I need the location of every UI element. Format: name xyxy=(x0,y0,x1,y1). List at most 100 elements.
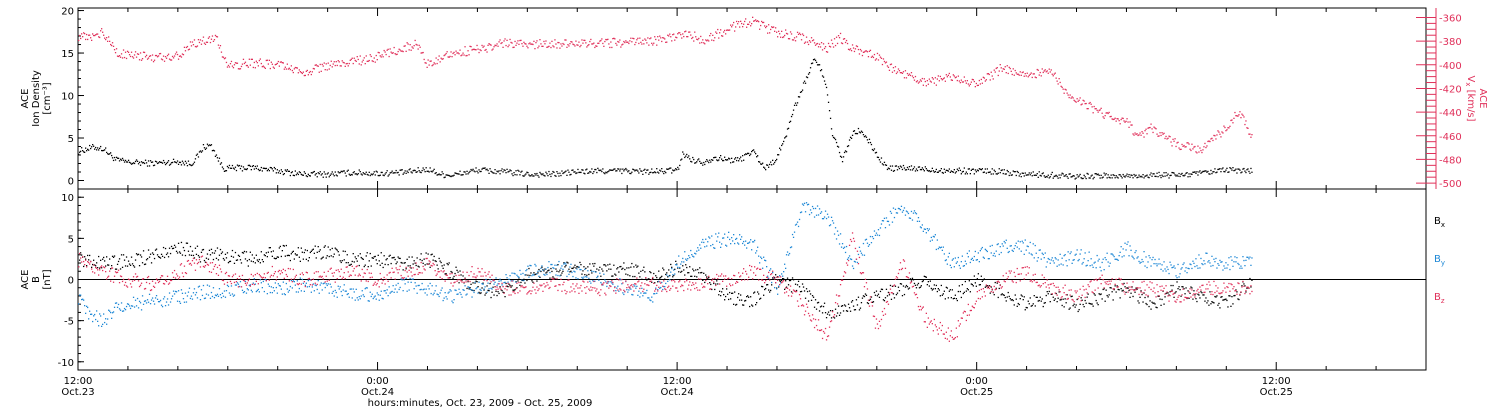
data-point xyxy=(816,205,819,207)
data-point xyxy=(735,238,737,240)
data-point xyxy=(830,128,833,130)
data-point xyxy=(1211,255,1213,257)
data-point xyxy=(112,256,115,258)
data-point xyxy=(1086,108,1088,110)
data-point xyxy=(802,204,805,206)
data-point xyxy=(149,253,152,255)
data-point xyxy=(98,149,100,151)
data-point xyxy=(84,256,86,258)
data-point xyxy=(99,147,101,149)
data-point xyxy=(676,169,678,171)
data-point xyxy=(1195,151,1197,153)
data-point xyxy=(753,241,755,243)
data-point xyxy=(645,172,647,174)
data-point xyxy=(601,268,603,270)
data-point xyxy=(492,286,494,288)
data-point xyxy=(628,289,630,291)
data-point xyxy=(1241,267,1243,269)
data-point xyxy=(871,236,874,238)
data-point xyxy=(920,169,922,171)
data-point xyxy=(607,38,609,40)
data-point xyxy=(349,264,351,266)
y-tick-label: -10 xyxy=(58,358,74,369)
data-point xyxy=(775,27,777,29)
data-point xyxy=(809,67,812,69)
data-point xyxy=(304,74,306,77)
data-point xyxy=(817,64,820,66)
data-point xyxy=(827,42,830,45)
data-point xyxy=(744,244,746,246)
data-point xyxy=(178,161,181,163)
data-point xyxy=(745,153,747,155)
data-point xyxy=(886,220,889,222)
data-point xyxy=(1030,253,1032,255)
data-point xyxy=(85,312,87,314)
data-point xyxy=(872,149,875,152)
data-point xyxy=(325,257,327,259)
data-point xyxy=(673,33,675,35)
data-point xyxy=(1144,175,1146,177)
data-point xyxy=(268,170,270,172)
data-point xyxy=(695,36,697,38)
data-point xyxy=(569,174,571,176)
data-point xyxy=(371,60,373,62)
data-point xyxy=(305,70,307,72)
data-point xyxy=(755,19,757,21)
data-point xyxy=(1082,99,1084,101)
data-point xyxy=(553,46,555,48)
data-point xyxy=(391,170,393,172)
data-point xyxy=(709,282,711,284)
data-point xyxy=(465,173,467,175)
data-point xyxy=(1031,304,1033,307)
y-axis-label-line: Ion Density xyxy=(31,70,42,127)
data-point xyxy=(931,239,933,241)
data-point xyxy=(825,51,828,53)
data-point xyxy=(746,26,748,28)
data-point xyxy=(1223,125,1225,127)
data-point xyxy=(237,283,240,285)
data-point xyxy=(1056,80,1058,82)
data-point xyxy=(1154,175,1156,177)
data-point xyxy=(107,318,109,320)
data-point xyxy=(327,62,329,64)
data-point xyxy=(512,289,514,291)
data-point xyxy=(584,39,586,42)
data-point xyxy=(588,172,590,174)
data-point xyxy=(925,168,927,170)
data-point xyxy=(1212,264,1214,267)
data-point xyxy=(624,41,626,44)
data-point xyxy=(1066,265,1068,267)
data-point xyxy=(944,298,946,300)
data-point xyxy=(778,30,780,32)
data-point xyxy=(601,38,603,40)
data-point xyxy=(926,80,928,82)
data-point xyxy=(1243,283,1245,285)
data-point xyxy=(897,68,900,70)
data-point xyxy=(460,55,462,57)
data-point xyxy=(922,168,924,171)
data-point xyxy=(557,41,559,44)
data-point xyxy=(103,34,105,36)
data-point xyxy=(354,299,356,301)
data-point xyxy=(174,53,177,55)
data-point xyxy=(140,309,143,311)
data-point xyxy=(158,161,161,163)
data-point xyxy=(975,171,977,173)
data-point xyxy=(990,173,992,175)
data-point xyxy=(787,127,790,129)
data-point xyxy=(776,287,778,289)
data-point xyxy=(96,310,98,312)
data-point xyxy=(424,264,426,266)
data-point xyxy=(853,50,856,53)
data-point xyxy=(674,169,676,171)
data-point xyxy=(868,50,871,52)
data-point xyxy=(171,295,174,297)
data-point xyxy=(287,291,289,293)
data-point xyxy=(394,258,396,261)
data-point xyxy=(597,167,599,169)
data-point xyxy=(1094,261,1096,263)
data-point xyxy=(305,175,307,177)
data-point xyxy=(645,292,647,294)
data-point xyxy=(318,250,320,253)
data-point xyxy=(548,45,550,47)
